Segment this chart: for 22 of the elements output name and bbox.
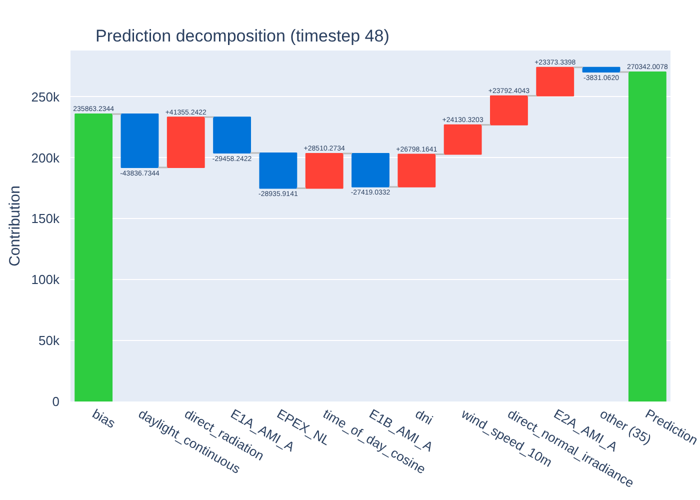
bar (490, 95, 528, 126)
bar (259, 152, 298, 189)
y-axis-title: Contribution (6, 186, 24, 266)
bar (166, 116, 205, 168)
bar (305, 152, 344, 189)
y-tick-label: 250k (31, 89, 60, 104)
bar (628, 72, 666, 402)
bar (213, 116, 251, 154)
y-tick-label: 0 (52, 394, 60, 409)
bar (74, 114, 113, 402)
chart-title: Prediction decomposition (timestep 48) (96, 26, 390, 46)
bar (444, 124, 482, 155)
bar (352, 152, 390, 188)
bar (120, 114, 159, 168)
bar (536, 66, 574, 96)
y-tick-label: 100k (31, 272, 60, 288)
bar (582, 66, 620, 73)
y-tick-label: 50k (38, 333, 60, 348)
y-tick-label: 150k (31, 211, 60, 226)
bar (398, 154, 436, 188)
y-tick-label: 200k (31, 150, 60, 166)
x-tick-label: bias (90, 406, 118, 432)
